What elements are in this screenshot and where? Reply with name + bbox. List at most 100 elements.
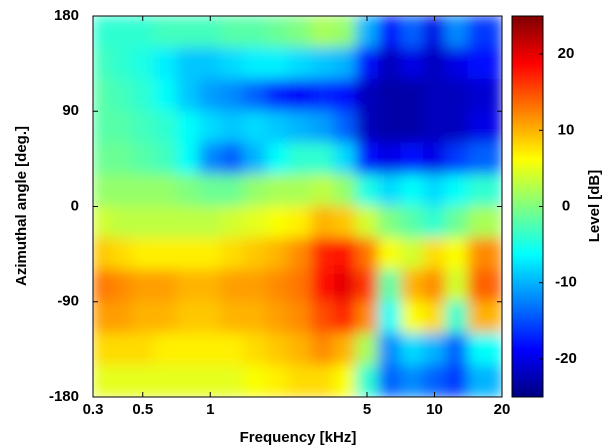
heat-cell xyxy=(176,47,200,80)
heat-cell xyxy=(176,364,200,397)
heat-cell xyxy=(311,301,335,334)
heat-cell xyxy=(198,364,222,397)
heat-cell xyxy=(93,47,113,80)
heat-cell xyxy=(355,333,379,366)
heat-cell xyxy=(266,174,290,207)
heat-cell xyxy=(198,174,222,207)
heat-cell xyxy=(311,110,335,144)
heat-cell xyxy=(153,79,178,112)
heat-cell xyxy=(444,16,469,49)
heat-cell xyxy=(111,301,133,334)
heat-cell xyxy=(311,16,335,49)
heat-cell xyxy=(111,79,133,112)
heat-cell xyxy=(131,269,155,303)
heat-cell xyxy=(243,269,268,303)
heat-cell xyxy=(400,269,425,303)
heat-cell xyxy=(355,79,379,112)
heat-cell xyxy=(198,142,222,176)
heat-cell xyxy=(111,47,133,80)
heat-cell xyxy=(220,110,245,144)
heat-cell xyxy=(266,206,290,239)
heat-cell xyxy=(400,174,425,207)
heat-cell xyxy=(198,16,222,49)
heat-cell xyxy=(333,142,357,176)
heat-cell xyxy=(131,142,155,176)
heat-cell xyxy=(176,110,200,144)
heat-cell xyxy=(111,110,133,144)
heat-cell xyxy=(444,206,469,239)
heat-cell xyxy=(198,47,222,80)
x-tick-label: 0.5 xyxy=(132,401,153,418)
x-axis-label: Frequency [kHz] xyxy=(240,429,357,446)
heat-cell xyxy=(131,110,155,144)
heat-cell xyxy=(131,16,155,49)
heat-cell xyxy=(333,174,357,207)
heat-cell xyxy=(198,79,222,112)
colorbar-tick-label: 10 xyxy=(558,121,575,138)
heat-cell xyxy=(220,206,245,239)
heat-cell xyxy=(198,206,222,239)
heat-cell xyxy=(423,110,446,144)
heat-cell xyxy=(423,206,446,239)
heat-cell xyxy=(423,333,446,366)
heat-cell xyxy=(153,333,178,366)
heat-cell xyxy=(131,364,155,397)
heat-cell xyxy=(93,110,113,144)
heat-cell xyxy=(111,174,133,207)
heat-cell xyxy=(333,237,357,271)
heat-cell xyxy=(288,110,313,144)
heat-cell xyxy=(176,16,200,49)
heat-cell xyxy=(467,16,502,49)
heat-cell xyxy=(93,142,113,176)
heat-cell xyxy=(423,301,446,334)
heat-cell xyxy=(93,333,113,366)
heat-cell xyxy=(467,206,502,239)
heat-cell xyxy=(266,110,290,144)
heat-cell xyxy=(153,110,178,144)
heat-cell xyxy=(243,174,268,207)
heatmap xyxy=(93,16,502,397)
heat-cell xyxy=(355,269,379,303)
heat-cell xyxy=(243,206,268,239)
heat-cell xyxy=(131,47,155,80)
x-tick-label: 0.3 xyxy=(83,401,104,418)
heat-cell xyxy=(467,364,502,397)
heat-cell xyxy=(153,142,178,176)
heat-cell xyxy=(153,237,178,271)
heat-cell xyxy=(93,364,113,397)
heat-cell xyxy=(377,110,402,144)
heat-cell xyxy=(467,301,502,334)
x-tick-label: 5 xyxy=(363,401,371,418)
heat-cell xyxy=(93,174,113,207)
heat-cell xyxy=(333,269,357,303)
heat-cell xyxy=(176,237,200,271)
heat-cell xyxy=(467,269,502,303)
heat-cell xyxy=(131,174,155,207)
heat-cell xyxy=(311,174,335,207)
heat-cell xyxy=(266,47,290,80)
heatmap-cells xyxy=(93,16,502,397)
heat-cell xyxy=(176,206,200,239)
heat-cell xyxy=(444,142,469,176)
heat-cell xyxy=(93,301,113,334)
heat-cell xyxy=(176,174,200,207)
heat-cell xyxy=(355,110,379,144)
heat-cell xyxy=(377,174,402,207)
heat-cell xyxy=(377,237,402,271)
heat-cell xyxy=(288,174,313,207)
heat-cell xyxy=(377,301,402,334)
heat-cell xyxy=(243,237,268,271)
heat-cell xyxy=(93,269,113,303)
heat-cell xyxy=(355,301,379,334)
heat-cell xyxy=(444,364,469,397)
heat-cell xyxy=(355,237,379,271)
heat-cell xyxy=(423,47,446,80)
heat-cell xyxy=(444,301,469,334)
heat-cell xyxy=(220,47,245,80)
heat-cell xyxy=(423,269,446,303)
heat-cell xyxy=(266,79,290,112)
heat-cell xyxy=(355,364,379,397)
x-tick-label: 20 xyxy=(494,401,511,418)
heat-cell xyxy=(111,16,133,49)
colorbar-label: Level [dB] xyxy=(586,170,603,243)
